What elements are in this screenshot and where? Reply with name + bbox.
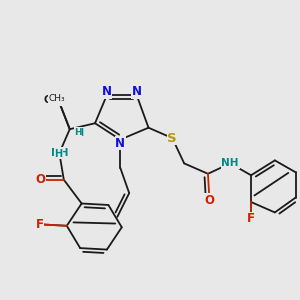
Text: CH₃: CH₃ [48,94,65,103]
Text: CH₃: CH₃ [44,95,63,105]
Text: N: N [115,137,125,150]
Text: F: F [35,218,44,231]
Text: NH: NH [221,158,239,168]
Text: O: O [204,194,214,207]
Text: H: H [74,128,82,137]
Text: N: N [102,85,112,98]
Text: S: S [167,132,177,145]
Text: F: F [247,212,255,226]
Text: H: H [76,128,84,138]
Text: N: N [132,85,142,98]
Text: H: H [54,148,62,159]
Text: NH: NH [51,148,68,158]
Text: O: O [35,173,45,186]
